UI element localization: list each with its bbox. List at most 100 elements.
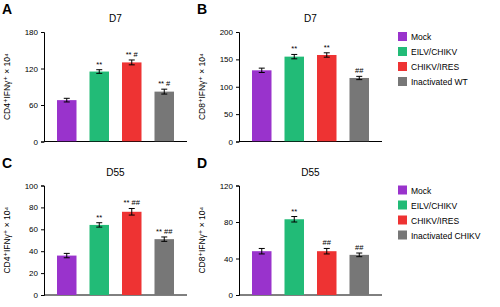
title: D7 bbox=[304, 13, 317, 24]
error-bar-cap bbox=[96, 73, 102, 74]
error-bar bbox=[291, 217, 297, 222]
error-bar-stem bbox=[359, 253, 360, 257]
y-tick-label: 100 bbox=[220, 83, 234, 92]
error-bar-stem bbox=[66, 253, 67, 257]
y-tick-label: 20 bbox=[29, 269, 38, 278]
y-tick-label: 40 bbox=[224, 255, 233, 264]
error-bar bbox=[64, 253, 70, 257]
bar bbox=[90, 72, 110, 142]
error-bar-stem bbox=[99, 70, 100, 74]
error-bar-cap bbox=[324, 52, 330, 53]
error-bar-stem bbox=[294, 217, 295, 222]
error-bar-cap bbox=[324, 57, 330, 58]
error-bar-cap bbox=[64, 98, 70, 99]
panel: 04080120**####D55CD8⁺IFNγ⁺ × 10⁴D bbox=[197, 155, 382, 301]
y-tick: 120 bbox=[25, 65, 44, 74]
y-tick-label: 80 bbox=[29, 203, 38, 212]
y-tick: 0 bbox=[34, 291, 44, 300]
legend-item: EILV/CHIKV bbox=[398, 47, 457, 57]
y-tick-mark bbox=[236, 32, 239, 33]
error-bar-cap bbox=[161, 94, 167, 95]
bar bbox=[57, 256, 77, 295]
bar bbox=[57, 100, 77, 141]
error-bar-cap bbox=[129, 64, 135, 65]
bar bbox=[252, 70, 272, 141]
y-tick-label: 80 bbox=[224, 218, 233, 227]
error-bar-cap bbox=[129, 208, 135, 209]
y-tick-mark bbox=[41, 229, 44, 230]
error-bar-cap bbox=[356, 79, 362, 80]
error-bar bbox=[129, 208, 135, 215]
legend-item: Mock bbox=[398, 186, 432, 196]
error-bar-cap bbox=[356, 76, 362, 77]
title: D7 bbox=[109, 13, 122, 24]
panel: 050100150200****##D7CD8⁺IFNγ⁺ × 10⁴B bbox=[197, 1, 382, 147]
error-bar bbox=[96, 223, 102, 227]
y-tick: 60 bbox=[29, 101, 44, 110]
legend-swatch bbox=[398, 186, 407, 195]
annotation: ## bbox=[323, 238, 332, 247]
annotation: ** bbox=[96, 213, 102, 222]
y-tick-label: 0 bbox=[34, 138, 39, 147]
y-tick-mark bbox=[236, 59, 239, 60]
y-tick-label: 100 bbox=[25, 182, 39, 191]
legend-label: Inactivated CHIKV bbox=[411, 231, 481, 241]
annotation: ** # bbox=[158, 79, 171, 88]
error-bar-stem bbox=[99, 223, 100, 227]
error-bar bbox=[356, 253, 362, 257]
y-tick-mark bbox=[236, 87, 239, 88]
y-tick-label: 60 bbox=[29, 225, 38, 234]
y-tick-label: 120 bbox=[25, 65, 39, 74]
legend-label: Mock bbox=[411, 32, 432, 42]
y-tick-mark bbox=[41, 32, 44, 33]
bar bbox=[350, 78, 370, 142]
error-bar-cap bbox=[324, 248, 330, 249]
marks bbox=[57, 60, 174, 142]
bar bbox=[155, 239, 175, 295]
y-tick: 20 bbox=[29, 269, 44, 278]
panel-label: A bbox=[2, 1, 12, 17]
error-bar-cap bbox=[96, 222, 102, 223]
annotation: ** bbox=[291, 207, 297, 216]
y-tick-label: 0 bbox=[34, 291, 39, 300]
bar bbox=[122, 62, 142, 141]
error-bar-stem bbox=[326, 248, 327, 253]
error-bar-cap bbox=[129, 59, 135, 60]
error-bar-stem bbox=[326, 53, 327, 57]
y-axis: 0 60 120 180 bbox=[25, 28, 45, 147]
error-bar-cap bbox=[96, 69, 102, 70]
error-bar-cap bbox=[291, 216, 297, 217]
bar bbox=[90, 225, 110, 295]
error-bar-cap bbox=[259, 72, 265, 73]
y-tick-mark bbox=[41, 69, 44, 70]
annotation: ** bbox=[96, 60, 102, 69]
error-bar-cap bbox=[259, 248, 265, 249]
error-bar-cap bbox=[291, 54, 297, 55]
error-bar-cap bbox=[161, 89, 167, 90]
legend-label: EILV/CHIKV bbox=[411, 201, 457, 211]
y-axis-line bbox=[41, 33, 45, 143]
error-bar-stem bbox=[66, 98, 67, 102]
plot: 050100150200****##D7CD8⁺IFNγ⁺ × 10⁴ bbox=[197, 13, 382, 147]
marks bbox=[57, 208, 174, 295]
y-tick-label: 50 bbox=[224, 110, 233, 119]
error-bar bbox=[259, 68, 265, 72]
chart: 060120180**** #** #D7CD4⁺IFNγ⁺ × 10⁴A050… bbox=[0, 0, 500, 307]
y-axis-title: CD8⁺IFNγ⁺ × 10⁴ bbox=[197, 53, 207, 120]
bar bbox=[317, 251, 337, 295]
error-bar-cap bbox=[356, 253, 362, 254]
error-bar bbox=[129, 60, 135, 65]
title: D55 bbox=[106, 167, 125, 178]
y-tick-mark bbox=[41, 105, 44, 106]
y-tick-label: 180 bbox=[25, 28, 39, 37]
plot: 04080120**####D55CD8⁺IFNγ⁺ × 10⁴ bbox=[197, 167, 382, 301]
error-bar bbox=[96, 70, 102, 74]
y-tick-mark bbox=[41, 273, 44, 274]
error-bar-cap bbox=[96, 227, 102, 228]
annotation: ** ## bbox=[124, 198, 141, 207]
legend-label: EILV/CHIKV bbox=[411, 47, 457, 57]
legend-item: Inactivated CHIKV bbox=[398, 231, 481, 241]
error-bar-cap bbox=[324, 253, 330, 254]
y-tick: 0 bbox=[229, 291, 239, 300]
annotation: ** # bbox=[126, 50, 139, 59]
